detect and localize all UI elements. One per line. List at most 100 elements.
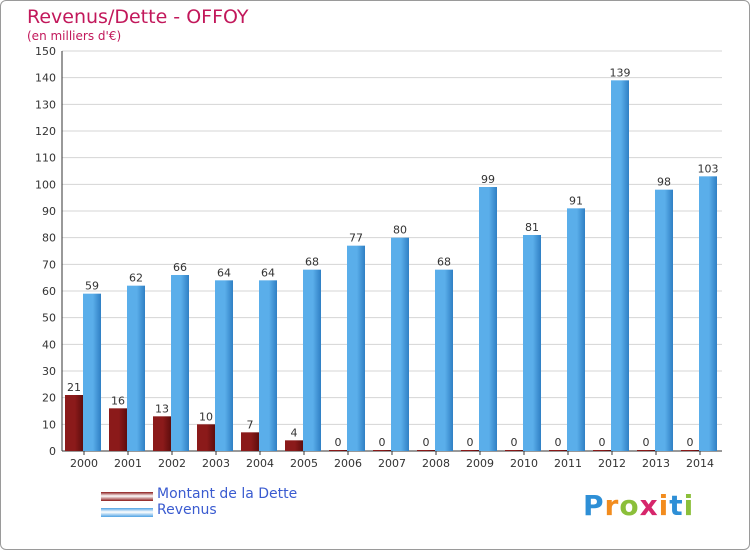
bar-revenue (347, 245, 365, 451)
bar-debt (109, 408, 127, 451)
y-tick-label: 100 (35, 178, 56, 191)
x-tick-label: 2000 (70, 457, 98, 470)
x-tick-label: 2007 (378, 457, 406, 470)
logo-letter: i (658, 489, 670, 522)
bar-revenue (699, 176, 717, 452)
logo-letter: r (604, 489, 620, 522)
data-label-revenue: 99 (481, 173, 495, 186)
logo-letter: i (683, 489, 695, 522)
data-label-revenue: 91 (569, 194, 583, 207)
data-label-revenue: 77 (349, 232, 363, 245)
bar-debt (153, 416, 171, 451)
x-tick-label: 2004 (246, 457, 274, 470)
bar-debt (241, 432, 259, 451)
data-label-debt: 10 (199, 410, 213, 423)
data-label-debt: 21 (67, 381, 81, 394)
logo-letter: o (619, 489, 640, 522)
x-tick-label: 2005 (290, 457, 318, 470)
data-label-revenue: 68 (305, 256, 319, 269)
bar-revenue (567, 208, 585, 451)
x-tick-label: 2009 (466, 457, 494, 470)
data-label-revenue: 62 (129, 272, 143, 285)
data-label-debt: 0 (467, 436, 474, 449)
bar-debt (373, 450, 391, 451)
data-label-debt: 16 (111, 394, 125, 407)
x-tick-label: 2012 (598, 457, 626, 470)
data-label-revenue: 139 (610, 66, 631, 79)
x-tick-label: 2008 (422, 457, 450, 470)
y-tick-label: 70 (42, 258, 56, 271)
proxiti-logo: Proxiti (583, 489, 694, 522)
data-label-debt: 13 (155, 402, 169, 415)
bar-revenue (303, 269, 321, 451)
data-label-debt: 0 (555, 436, 562, 449)
bar-revenue (391, 237, 409, 451)
data-label-debt: 0 (335, 436, 342, 449)
data-label-revenue: 98 (657, 176, 671, 189)
bar-revenue (127, 285, 145, 451)
y-tick-label: 90 (42, 205, 56, 218)
data-label-revenue: 64 (217, 266, 231, 279)
bar-debt (329, 450, 347, 451)
y-tick-label: 20 (42, 392, 56, 405)
bar-debt (505, 450, 523, 451)
logo-letter: t (669, 489, 684, 522)
bar-debt (285, 440, 303, 451)
legend-swatch-debt (101, 492, 153, 501)
y-tick-label: 140 (35, 72, 56, 85)
legend-label-revenue: Revenus (157, 502, 217, 518)
data-label-debt: 0 (379, 436, 386, 449)
logo-letter: P (583, 489, 605, 522)
y-tick-label: 120 (35, 125, 56, 138)
bar-revenue (259, 280, 277, 451)
data-label-revenue: 81 (525, 221, 539, 234)
bar-debt (417, 450, 435, 451)
bar-revenue (655, 189, 673, 451)
bar-revenue (435, 269, 453, 451)
y-tick-label: 30 (42, 365, 56, 378)
logo-letter: x (639, 489, 659, 522)
y-tick-label: 80 (42, 232, 56, 245)
data-label-revenue: 64 (261, 266, 275, 279)
y-tick-label: 60 (42, 285, 56, 298)
bar-debt (461, 450, 479, 451)
bar-debt (681, 450, 699, 451)
x-tick-label: 2011 (554, 457, 582, 470)
x-tick-label: 2001 (114, 457, 142, 470)
bar-debt (593, 450, 611, 451)
data-label-revenue: 80 (393, 224, 407, 237)
bar-debt (197, 424, 215, 451)
y-tick-label: 10 (42, 418, 56, 431)
data-label-debt: 7 (247, 418, 254, 431)
data-label-revenue: 68 (437, 256, 451, 269)
data-label-revenue: 66 (173, 261, 187, 274)
y-tick-label: 110 (35, 152, 56, 165)
legend-label-debt: Montant de la Dette (157, 486, 298, 502)
x-tick-label: 2013 (642, 457, 670, 470)
y-tick-label: 0 (49, 445, 56, 458)
bar-revenue (83, 293, 101, 451)
y-tick-label: 150 (35, 45, 56, 58)
data-label-revenue: 59 (85, 280, 99, 293)
chart-title: Revenus/Dette - OFFOY (27, 6, 249, 28)
x-tick-label: 2010 (510, 457, 538, 470)
bar-revenue (611, 80, 629, 451)
bar-revenue (171, 275, 189, 451)
x-tick-label: 2003 (202, 457, 230, 470)
data-label-debt: 0 (599, 436, 606, 449)
bar-revenue (479, 187, 497, 451)
chart-subtitle: (en milliers d'€) (27, 29, 122, 43)
bar-debt (549, 450, 567, 451)
data-label-debt: 0 (643, 436, 650, 449)
bar-debt (65, 395, 83, 451)
bar-revenue (523, 235, 541, 451)
y-tick-label: 130 (35, 98, 56, 111)
data-label-debt: 4 (291, 426, 298, 439)
data-label-debt: 0 (687, 436, 694, 449)
legend-swatch-revenue (101, 508, 153, 517)
x-tick-label: 2006 (334, 457, 362, 470)
y-tick-label: 50 (42, 312, 56, 325)
x-tick-label: 2014 (686, 457, 714, 470)
